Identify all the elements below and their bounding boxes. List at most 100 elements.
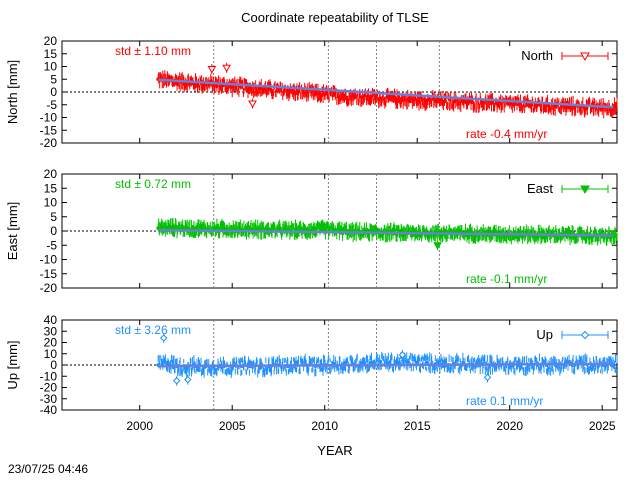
- north-series-point: [387, 96, 392, 101]
- north-series-point: [248, 86, 253, 90]
- east-y-tick-label: -5: [46, 238, 57, 252]
- north-y-tick-label: -10: [40, 111, 58, 125]
- north-y-tick-label: -20: [40, 136, 58, 150]
- up-y-tick-label: 0: [50, 358, 57, 372]
- up-series-point: [369, 360, 373, 365]
- east-y-axis-label: East [mm]: [5, 202, 20, 261]
- up-y-tick-label: -30: [40, 392, 58, 406]
- north-series-point: [415, 98, 420, 103]
- up-y-axis-label: Up [mm]: [5, 340, 20, 389]
- x-tick-label: 2025: [589, 419, 616, 433]
- east-y-tick-label: 15: [44, 181, 58, 195]
- east-y-tick-label: -20: [40, 281, 58, 295]
- up-rate-label: rate 0.1 mm/yr: [466, 394, 543, 408]
- north-series-point: [526, 102, 531, 107]
- north-series-point: [295, 90, 299, 94]
- north-y-tick-label: -5: [46, 98, 57, 112]
- east-outlier-marker: [433, 242, 442, 250]
- north-series-point: [313, 91, 318, 96]
- east-series-point: [322, 227, 327, 232]
- up-outlier-marker: [483, 373, 492, 382]
- up-series-point: [165, 360, 170, 365]
- east-rate-label: rate -0.1 mm/yr: [466, 272, 547, 286]
- up-series-point: [406, 359, 410, 364]
- east-series-point: [165, 225, 170, 230]
- up-legend: Up: [536, 327, 609, 342]
- north-rate-label: rate -0.4 mm/yr: [466, 127, 547, 141]
- up-trend-line: [158, 362, 614, 368]
- north-series-point: [332, 93, 336, 97]
- north-series-point: [507, 102, 512, 106]
- up-y-tick-label: 20: [44, 336, 58, 350]
- north-series-point: [369, 95, 373, 100]
- up-y-tick-label: 30: [44, 324, 58, 338]
- up-y-tick-label: -20: [40, 381, 58, 395]
- north-series-point: [396, 97, 401, 102]
- north-series-point: [350, 94, 355, 99]
- east-std-label: std ± 0.72 mm: [115, 177, 191, 191]
- north-series-point: [304, 90, 309, 95]
- east-series-point: [313, 227, 318, 232]
- north-y-axis-label: North [mm]: [5, 60, 20, 124]
- x-tick-labels: 2000 2005 2010 2015 2020 2025: [126, 419, 616, 433]
- north-series-point: [276, 88, 281, 93]
- up-outlier-point: [184, 374, 192, 385]
- north-series-point: [424, 98, 429, 103]
- north-series-point: [461, 100, 466, 104]
- north-series-point: [267, 87, 272, 92]
- east-y-tick-label: 20: [44, 167, 58, 181]
- x-tick-label: 2020: [496, 419, 523, 433]
- x-axis-label: YEAR: [317, 443, 352, 458]
- north-y-tick-label: 20: [44, 34, 58, 48]
- east-legend-marker: [580, 185, 590, 195]
- up-outlier-marker: [160, 334, 168, 342]
- north-series-point: [433, 99, 438, 103]
- north-outlier-point: [248, 98, 257, 109]
- footer-timestamp: 23/07/25 04:46: [8, 462, 88, 476]
- north-y-tick-label: 15: [44, 47, 58, 61]
- up-y-tick-label: 40: [44, 313, 58, 327]
- north-series-point: [341, 93, 346, 98]
- north-series-point: [285, 89, 290, 94]
- north-y-tick-label: 0: [50, 85, 57, 99]
- east-y-tick-label: -15: [40, 267, 58, 281]
- north-series-point: [480, 100, 484, 105]
- x-tick-label: 2005: [219, 419, 246, 433]
- north-std-label: std ± 1.10 mm: [115, 44, 191, 58]
- north-series-point: [452, 99, 457, 104]
- north-legend: North: [521, 48, 609, 63]
- north-legend-label: North: [521, 48, 553, 63]
- up-legend-marker: [580, 330, 590, 340]
- up-y-tick-label: -10: [40, 369, 58, 383]
- east-y-tick-label: 0: [50, 224, 57, 238]
- x-tick-label: 2000: [126, 419, 153, 433]
- north-series-point: [517, 102, 521, 107]
- north-outlier-point: [222, 62, 232, 73]
- up-y-tick-label: 10: [44, 347, 58, 361]
- north-series-point: [406, 97, 410, 102]
- east-y-tick-label: -10: [40, 253, 58, 267]
- chart-title: Coordinate repeatability of TLSE: [241, 10, 429, 25]
- north-series-point: [359, 95, 364, 99]
- north-series-point: [489, 101, 494, 106]
- east-legend-label: East: [527, 181, 553, 196]
- east-trend-line: [158, 228, 614, 237]
- north-y-tick-label: 10: [44, 60, 58, 74]
- north-series-point: [443, 99, 447, 104]
- north-outlier-point: [207, 64, 217, 75]
- x-tick-label: 2010: [311, 419, 338, 433]
- up-y-tick-label: -40: [40, 403, 58, 417]
- north-series-point: [378, 96, 383, 101]
- north-y-tick-label: 5: [50, 72, 57, 86]
- east-y-tick-label: 5: [50, 210, 57, 224]
- north-outlier-marker: [248, 100, 257, 108]
- east-y-tick-label: 10: [44, 196, 58, 210]
- east-series-point: [184, 226, 188, 231]
- north-trend-line: [158, 78, 614, 109]
- up-outlier-marker: [184, 375, 192, 384]
